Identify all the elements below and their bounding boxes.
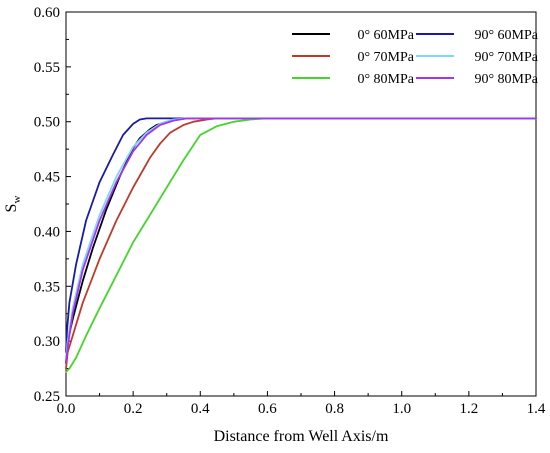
legend-label: 90° 70MPa bbox=[474, 50, 538, 65]
y-axis: 0.25 0.30 0.35 0.40 0.45 0.50 0.55 0.60 bbox=[34, 5, 71, 405]
x-tick-label: 0.4 bbox=[191, 401, 210, 417]
legend-label: 0° 80MPa bbox=[357, 72, 414, 87]
x-tick-label: 0.2 bbox=[124, 401, 143, 417]
legend-label: 0° 60MPa bbox=[357, 28, 414, 43]
legend-label: 0° 70MPa bbox=[357, 50, 414, 65]
series-line bbox=[65, 117, 537, 365]
x-tick-label: 0.6 bbox=[258, 401, 277, 417]
x-tick-label: 1.2 bbox=[459, 401, 478, 417]
x-tick-label: 0.8 bbox=[325, 401, 344, 417]
x-tick-label: 1.0 bbox=[392, 401, 411, 417]
y-tick-label: 0.50 bbox=[34, 115, 60, 131]
x-tick-label: 0.0 bbox=[57, 401, 76, 417]
y-tick-label: 0.35 bbox=[34, 279, 60, 295]
series-line bbox=[65, 117, 537, 373]
series-lines bbox=[65, 117, 537, 373]
y-axis-title-subscript: w bbox=[11, 196, 23, 204]
x-axis: 0.0 0.2 0.4 0.6 0.8 1.0 1.2 1.4 bbox=[57, 391, 546, 417]
x-axis-title: Distance from Well Axis/m bbox=[214, 428, 389, 445]
x-tick-label: 1.4 bbox=[527, 401, 546, 417]
legend-label: 90° 80MPa bbox=[474, 72, 538, 87]
series-line bbox=[65, 117, 537, 370]
plot-frame bbox=[65, 11, 537, 397]
y-tick-label: 0.55 bbox=[34, 60, 60, 76]
y-tick-label: 0.60 bbox=[34, 5, 60, 21]
y-tick-label: 0.30 bbox=[34, 334, 60, 350]
y-tick-label: 0.45 bbox=[34, 170, 60, 186]
legend: 0° 60MPa 0° 70MPa 0° 80MPa 90° 60MPa 90° 70M… bbox=[292, 28, 539, 87]
series-line bbox=[65, 117, 537, 354]
y-axis-title-main: S bbox=[3, 204, 20, 213]
y-tick-label: 0.25 bbox=[34, 389, 60, 405]
y-axis-title: Sw bbox=[3, 196, 23, 213]
y-tick-label: 0.40 bbox=[34, 224, 60, 240]
legend-label: 90° 60MPa bbox=[474, 28, 538, 43]
series-line bbox=[65, 117, 537, 365]
